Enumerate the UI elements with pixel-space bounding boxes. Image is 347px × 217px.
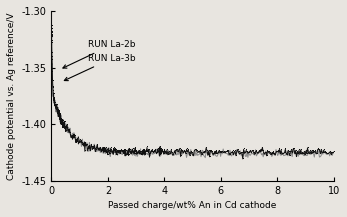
X-axis label: Passed charge/wt% An in Cd cathode: Passed charge/wt% An in Cd cathode bbox=[109, 201, 277, 210]
Y-axis label: Cathode potential vs. Ag reference/V: Cathode potential vs. Ag reference/V bbox=[7, 12, 16, 179]
Text: RUN La-3b: RUN La-3b bbox=[64, 54, 136, 81]
Text: RUN La-2b: RUN La-2b bbox=[63, 40, 136, 68]
